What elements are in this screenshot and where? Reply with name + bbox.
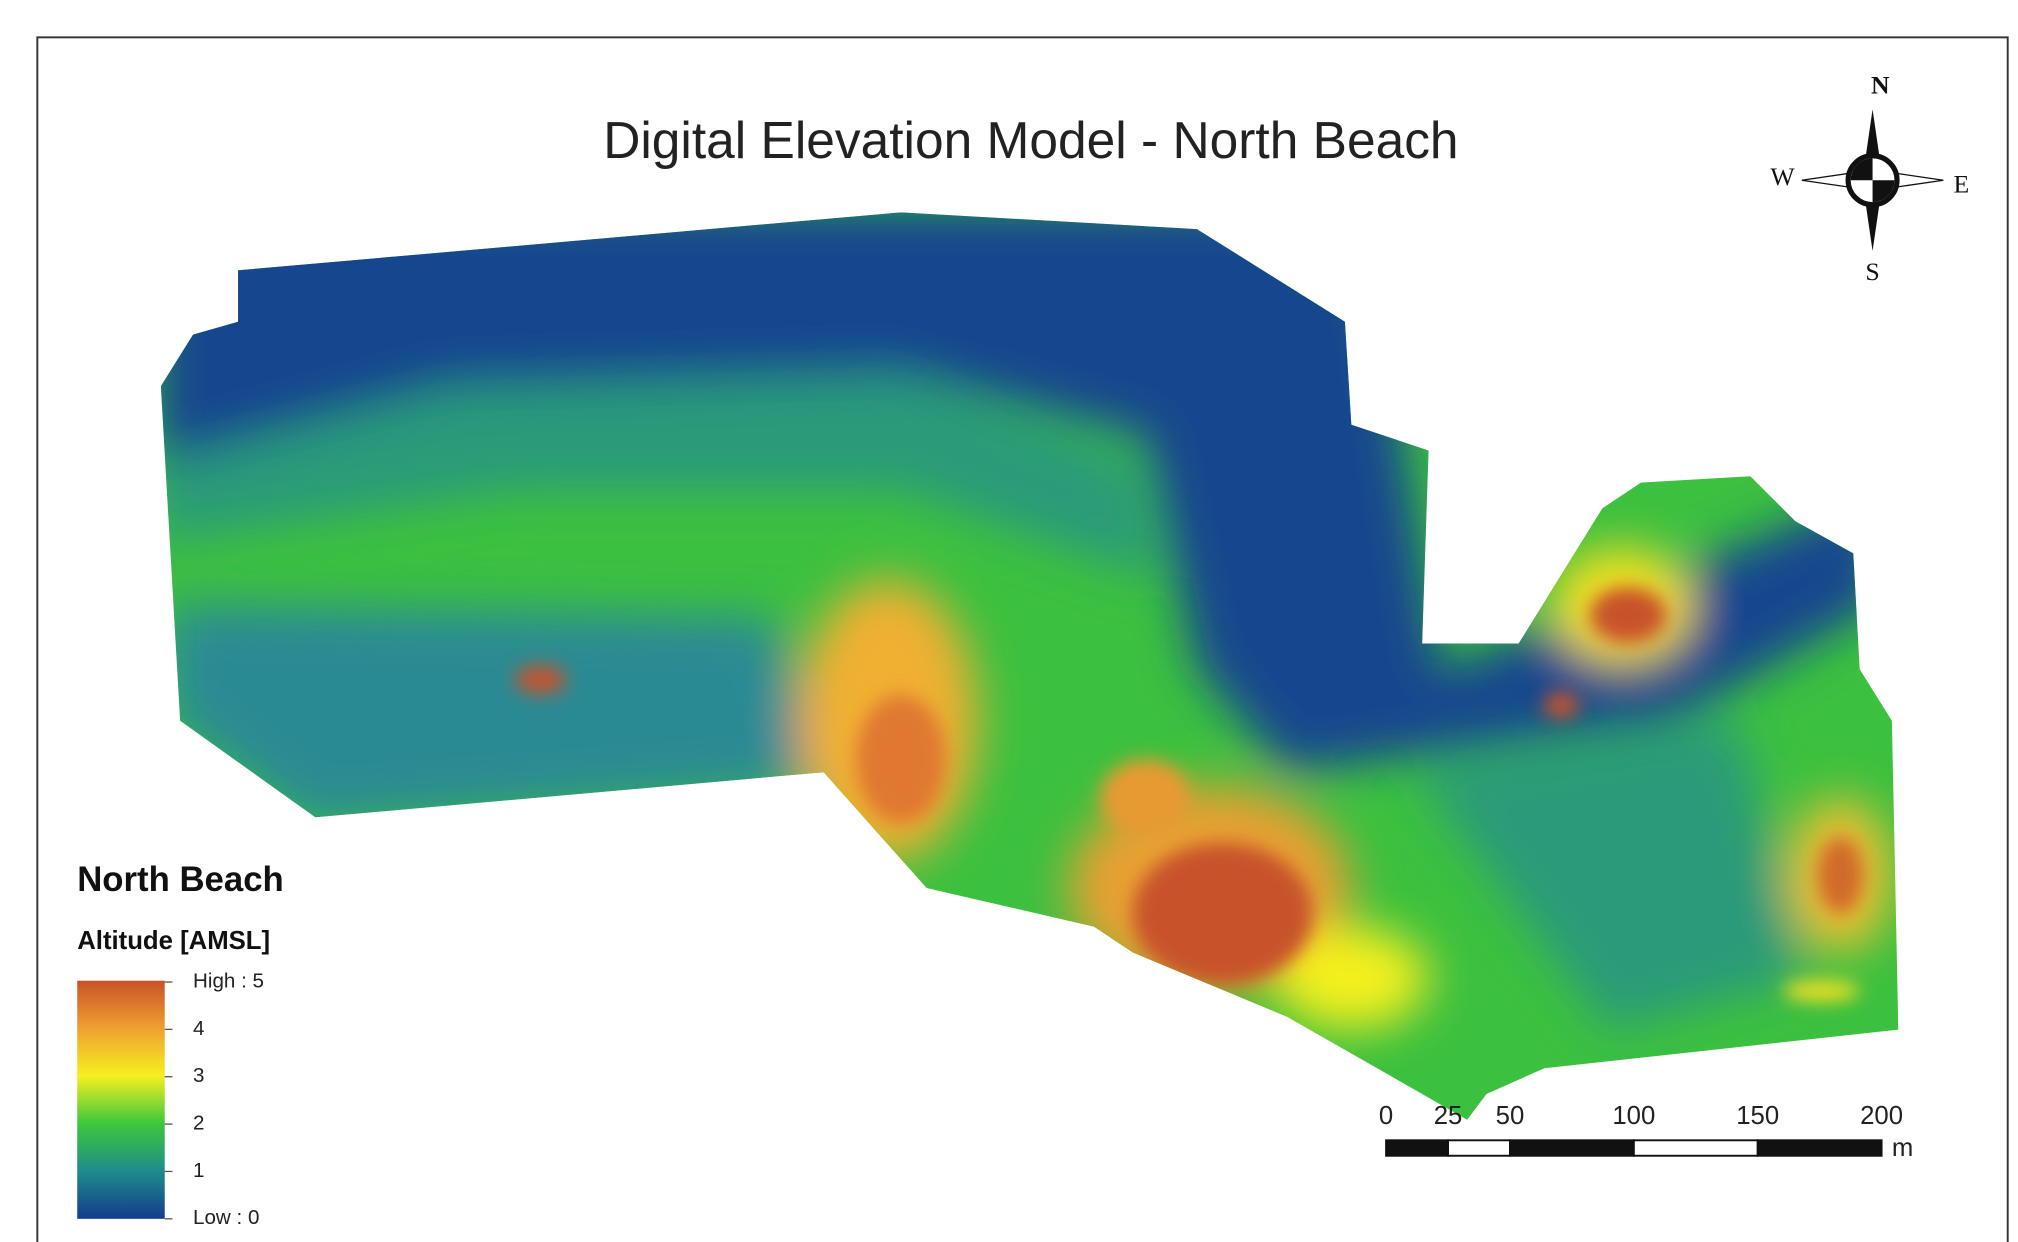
legend: North Beach Altitude [AMSL] High : 5 4 3 2 1… xyxy=(77,861,284,1229)
scale-segment xyxy=(1758,1140,1882,1155)
legend-subtitle: Altitude [AMSL] xyxy=(77,927,270,955)
scale-bar: 0 25 50 100 150 200 m xyxy=(1379,1102,1913,1162)
legend-label: 2 xyxy=(193,1112,204,1135)
legend-label: High : 5 xyxy=(193,969,264,992)
scale-unit: m xyxy=(1892,1134,1913,1162)
legend-label: 1 xyxy=(193,1159,204,1182)
scale-label: 25 xyxy=(1434,1102,1463,1130)
legend-label: 3 xyxy=(193,1064,204,1087)
compass-west: W xyxy=(1770,162,1795,191)
scale-segment xyxy=(1448,1140,1510,1155)
color-ramp xyxy=(77,981,165,1219)
map-page: Digital Elevation Model - North Beach xyxy=(0,0,2018,1242)
elevation-raster xyxy=(129,193,1931,1158)
scale-segment xyxy=(1510,1140,1634,1155)
scale-segment xyxy=(1634,1140,1758,1155)
scale-label: 50 xyxy=(1496,1102,1525,1130)
legend-title: North Beach xyxy=(77,861,284,899)
scale-label: 0 xyxy=(1379,1102,1393,1130)
compass-south: S xyxy=(1865,257,1879,286)
scale-segment xyxy=(1386,1140,1448,1155)
scale-label: 100 xyxy=(1612,1102,1655,1130)
map-title: Digital Elevation Model - North Beach xyxy=(603,111,1458,169)
scale-label: 150 xyxy=(1736,1102,1779,1130)
legend-label: Low : 0 xyxy=(193,1206,259,1229)
legend-label: 4 xyxy=(193,1017,204,1040)
scale-label: 200 xyxy=(1860,1102,1903,1130)
north-arrow: N S W E xyxy=(1770,70,1969,286)
compass-east: E xyxy=(1954,170,1970,199)
compass-north: N xyxy=(1871,70,1890,99)
